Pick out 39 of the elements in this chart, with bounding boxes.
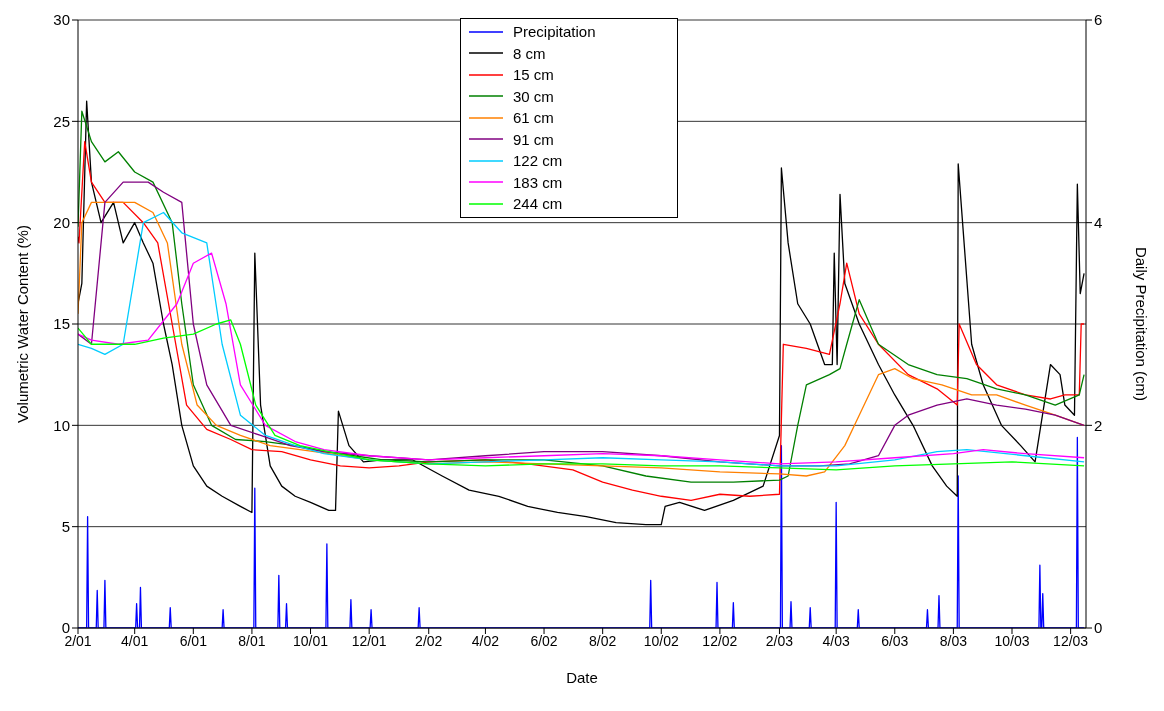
x-tick-label: 10/01 — [293, 632, 329, 649]
x-tick-label: 6/03 — [881, 632, 909, 649]
x-tick-label: 2/02 — [415, 632, 443, 649]
legend-label: 91 cm — [513, 130, 554, 148]
y2-tick-label: 2 — [1094, 416, 1103, 434]
y-tick-label: 20 — [53, 213, 70, 231]
x-tick-label: 4/03 — [822, 632, 850, 649]
x-tick-label: 4/02 — [471, 632, 500, 649]
legend-label: Precipitation — [513, 23, 596, 41]
legend-label: 15 cm — [513, 66, 554, 84]
y-tick-label: 25 — [53, 112, 70, 130]
x-tick-label: 2/03 — [765, 632, 794, 649]
y-axis-title: Volumetric Water Content (%) — [14, 225, 32, 423]
x-tick-label: 12/01 — [351, 632, 387, 649]
legend-label: 8 cm — [513, 44, 546, 62]
y-tick-label: 30 — [53, 11, 70, 29]
x-axis-title: Date — [566, 669, 598, 686]
legend-label: 122 cm — [513, 152, 563, 170]
y-tick-label: 10 — [53, 416, 70, 434]
legend-label: 244 cm — [513, 195, 563, 213]
y2-tick-label: 6 — [1094, 11, 1103, 29]
x-tick-label: 8/02 — [589, 632, 617, 649]
x-tick-label: 8/03 — [939, 632, 968, 649]
legend-label: 61 cm — [513, 109, 554, 127]
y2-tick-label: 0 — [1094, 619, 1103, 637]
x-tick-label: 6/01 — [179, 632, 208, 649]
y2-tick-label: 4 — [1094, 213, 1103, 231]
y2-axis-title: Daily Precipitation (cm) — [1132, 246, 1150, 402]
x-tick-label: 6/02 — [530, 632, 558, 649]
x-tick-label: 12/03 — [1053, 632, 1089, 649]
x-tick-label: 10/03 — [994, 632, 1030, 649]
x-tick-label: 4/01 — [121, 632, 149, 649]
x-tick-label: 8/01 — [238, 632, 266, 649]
legend-label: 30 cm — [513, 87, 554, 105]
y-tick-label: 15 — [53, 315, 70, 333]
legend-label: 183 cm — [513, 173, 563, 191]
x-tick-label: 12/02 — [702, 632, 738, 649]
y-tick-label: 5 — [61, 517, 70, 535]
x-tick-label: 10/02 — [643, 632, 679, 649]
